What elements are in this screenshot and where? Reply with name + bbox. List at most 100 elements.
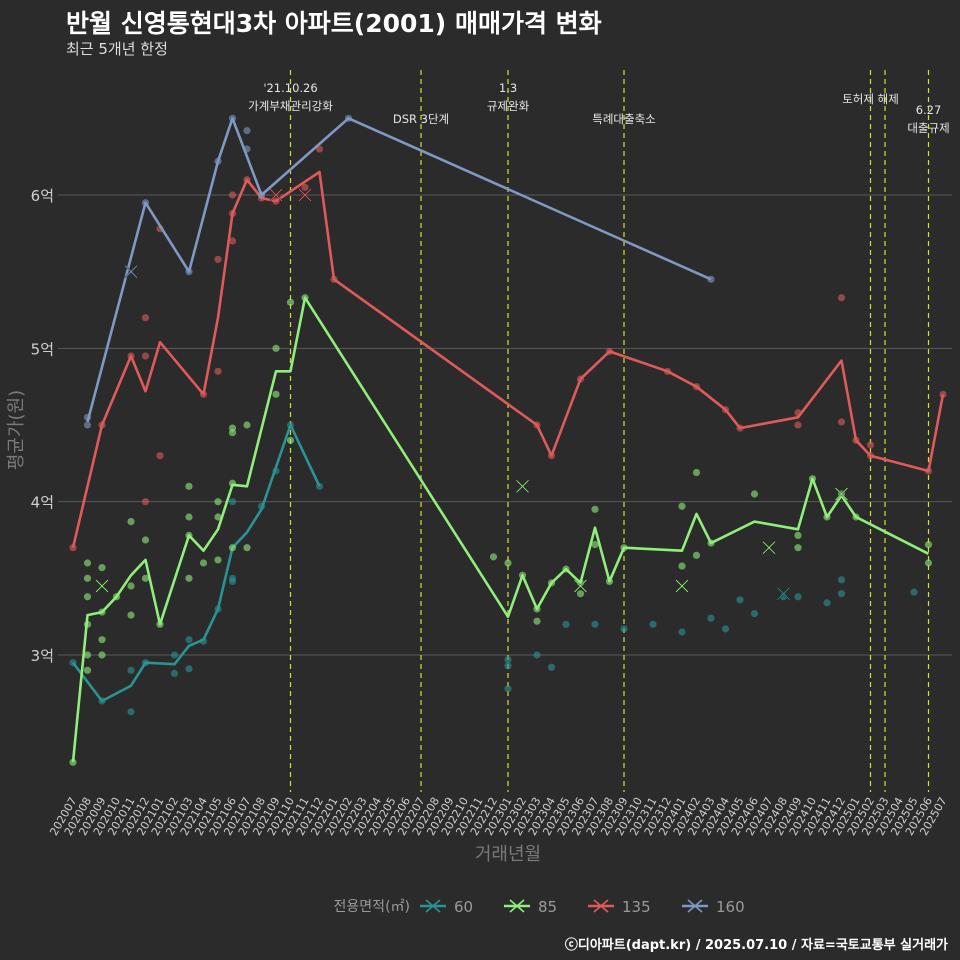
data-point — [98, 636, 106, 644]
data-point — [504, 662, 512, 670]
data-point — [823, 513, 831, 521]
data-point — [286, 298, 295, 306]
data-point — [141, 314, 150, 322]
data-point — [707, 539, 715, 547]
data-point — [228, 237, 237, 245]
data-point — [83, 574, 92, 582]
data-point — [315, 482, 324, 490]
data-point — [678, 502, 686, 510]
legend-label: 60 — [454, 898, 473, 916]
data-point — [127, 582, 135, 590]
data-point — [199, 637, 208, 645]
data-point — [156, 620, 164, 628]
data-point — [315, 145, 324, 153]
data-point — [141, 574, 150, 582]
data-point — [808, 475, 817, 483]
chart-subtitle: 최근 5개년 한정 — [66, 40, 168, 58]
cross-marker — [776, 587, 791, 601]
data-point — [214, 157, 222, 165]
data-point — [504, 685, 512, 693]
cross-marker — [675, 579, 689, 593]
data-point — [837, 294, 846, 302]
data-point — [301, 294, 309, 302]
source-caption: ⓒ디아파트(dapt.kr) / 2025.07.10 / 자료=국토교통부 실… — [564, 938, 948, 953]
event-label: 규제완화 — [487, 99, 530, 113]
x-axis-label: 거래년월 — [475, 844, 541, 865]
data-point — [489, 553, 498, 561]
data-point — [678, 628, 686, 636]
data-point — [170, 651, 179, 659]
data-point — [707, 614, 715, 622]
legend-item-160: 160 — [682, 898, 745, 916]
data-point — [228, 544, 237, 552]
data-point — [228, 498, 237, 506]
data-point — [228, 429, 237, 437]
data-point — [504, 559, 512, 567]
series-60 — [69, 421, 918, 716]
data-point — [837, 418, 846, 426]
data-point — [214, 513, 222, 521]
data-point — [533, 651, 541, 659]
data-point — [591, 541, 599, 549]
data-point — [170, 669, 179, 678]
data-point — [794, 531, 802, 540]
data-point — [243, 421, 251, 429]
data-point — [852, 513, 860, 521]
series-lines — [69, 114, 947, 766]
data-point — [794, 421, 802, 429]
data-point — [69, 544, 77, 552]
series-85 — [69, 294, 933, 766]
cross-marker — [515, 479, 530, 493]
data-point — [214, 255, 222, 263]
data-point — [112, 593, 121, 601]
data-point — [141, 352, 150, 360]
data-point — [533, 605, 541, 613]
legend-item-60: 60 — [420, 898, 473, 916]
data-point — [228, 577, 237, 586]
cross-marker — [834, 487, 849, 501]
data-point — [185, 482, 193, 490]
data-point — [721, 625, 730, 633]
data-point — [344, 114, 353, 122]
data-point — [127, 518, 135, 526]
data-point — [214, 605, 222, 613]
data-point — [547, 452, 556, 460]
data-point — [69, 758, 77, 766]
cross-marker — [95, 579, 109, 593]
data-point — [243, 127, 251, 135]
data-point — [83, 413, 92, 421]
event-label: DSR 3단계 — [393, 112, 449, 126]
data-point — [721, 406, 730, 414]
y-tick-label: 6억 — [31, 187, 54, 205]
y-tick-label: 4억 — [31, 494, 54, 512]
data-point — [547, 663, 556, 671]
cross-marker — [762, 541, 776, 555]
data-point — [518, 571, 527, 579]
data-point — [794, 544, 802, 552]
data-point — [533, 421, 541, 429]
data-point — [141, 659, 150, 667]
data-point — [866, 452, 875, 460]
data-point — [214, 556, 222, 564]
data-point — [83, 651, 92, 659]
data-point — [330, 275, 338, 283]
data-point — [127, 352, 135, 360]
data-point — [243, 544, 251, 552]
data-point — [228, 191, 237, 199]
data-point — [83, 559, 92, 567]
data-point — [794, 409, 802, 417]
data-point — [533, 617, 541, 625]
data-point — [576, 375, 585, 383]
data-point — [98, 421, 106, 429]
axes: 3억4억5억6억20200720200820200920201020201120… — [31, 187, 950, 838]
data-point — [185, 531, 193, 540]
data-point — [272, 390, 280, 398]
data-point — [286, 421, 295, 429]
data-point — [98, 608, 106, 616]
data-point — [243, 176, 251, 184]
grid-lines — [58, 194, 952, 656]
data-point — [185, 636, 193, 644]
data-point — [547, 579, 556, 587]
data-point — [692, 468, 701, 477]
